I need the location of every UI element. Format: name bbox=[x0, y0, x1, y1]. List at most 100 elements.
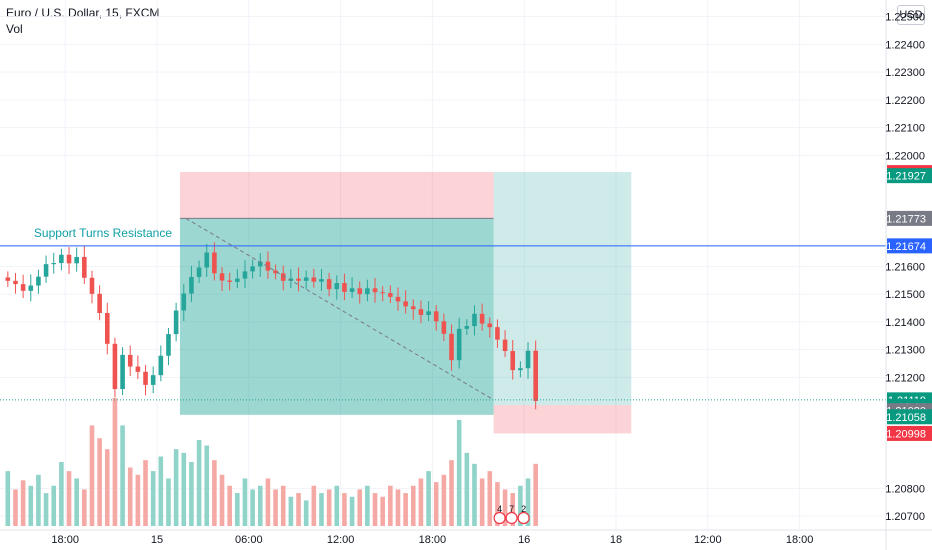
volume-bar bbox=[479, 478, 485, 526]
event-flag-count: 7 bbox=[509, 504, 514, 514]
price-badge-resistance-line bbox=[887, 238, 932, 254]
volume-bar bbox=[518, 485, 523, 526]
candle-body bbox=[59, 254, 64, 264]
price-tick-label: 1.21200 bbox=[885, 372, 925, 384]
volume-bar bbox=[510, 493, 516, 526]
candle-body bbox=[273, 270, 278, 274]
volume-bar bbox=[502, 489, 508, 526]
volume-bar bbox=[181, 452, 187, 526]
candle-body bbox=[518, 368, 523, 371]
price-tick-label: 1.20700 bbox=[885, 511, 925, 523]
candle-body bbox=[51, 263, 57, 265]
volume-bar bbox=[43, 493, 49, 526]
volume-bar bbox=[127, 467, 133, 526]
volume-bar bbox=[257, 485, 263, 526]
candle-body bbox=[181, 293, 187, 311]
candle-body bbox=[426, 311, 431, 315]
candle-body bbox=[189, 276, 194, 294]
volume-bar bbox=[189, 462, 194, 526]
price-tick-label: 1.22100 bbox=[885, 123, 925, 135]
candle-body bbox=[495, 327, 500, 340]
candle-body bbox=[82, 256, 87, 278]
volume-bar bbox=[403, 493, 408, 526]
volume-bar bbox=[525, 478, 531, 526]
volume-bar bbox=[173, 449, 179, 526]
volume-bar bbox=[28, 485, 34, 526]
candle-body bbox=[464, 326, 470, 329]
price-tick-label: 1.21600 bbox=[885, 261, 925, 273]
candle-body bbox=[227, 280, 232, 282]
volume-bar bbox=[326, 489, 332, 526]
candle-body bbox=[150, 375, 156, 385]
candle-body bbox=[441, 321, 447, 334]
time-tick-label: 18:00 bbox=[419, 534, 447, 546]
volume-bar bbox=[166, 478, 171, 526]
candle-body bbox=[533, 350, 538, 401]
volume-bar bbox=[464, 452, 470, 526]
candle-body bbox=[334, 283, 340, 290]
candle-body bbox=[372, 288, 378, 293]
volume-bar bbox=[66, 471, 72, 526]
candle-body bbox=[433, 311, 439, 322]
price-badge-label: 1.21927 bbox=[886, 171, 926, 183]
candles bbox=[5, 242, 538, 410]
volume-bars bbox=[5, 398, 538, 526]
price-tick-label: 1.20800 bbox=[885, 483, 925, 495]
price-tick-label: 1.22200 bbox=[885, 95, 925, 107]
candle-body bbox=[342, 283, 347, 292]
candle-body bbox=[250, 266, 255, 272]
volume-bar bbox=[51, 485, 57, 526]
candle-body bbox=[13, 280, 18, 285]
price-badge-label: 1.20998 bbox=[886, 428, 926, 440]
volume-bar bbox=[441, 474, 447, 526]
candle-body bbox=[104, 313, 110, 344]
stop-loss-zone bbox=[179, 172, 494, 219]
volume-bar bbox=[74, 478, 79, 526]
volume-indicator-label[interactable]: Vol bbox=[6, 22, 23, 36]
price-tick-label: 1.22000 bbox=[885, 150, 925, 162]
candle-body bbox=[242, 271, 248, 279]
loss-zone-projected bbox=[493, 405, 632, 434]
volume-bar bbox=[5, 471, 11, 526]
time-tick-label: 15 bbox=[151, 534, 163, 546]
candle-body bbox=[74, 256, 79, 264]
candle-body bbox=[487, 323, 493, 328]
volume-bar bbox=[288, 496, 294, 526]
candle-body bbox=[158, 355, 164, 376]
candle-body bbox=[349, 288, 355, 292]
candle-body bbox=[479, 313, 485, 324]
event-flag-icon bbox=[517, 511, 530, 525]
volume-bar bbox=[120, 425, 125, 526]
candle-body bbox=[319, 279, 324, 282]
candle-body bbox=[326, 279, 332, 290]
volume-bar bbox=[235, 493, 240, 526]
candle-body bbox=[418, 309, 424, 315]
event-flag-icon bbox=[505, 511, 518, 525]
time-tick-label: 12:00 bbox=[327, 534, 355, 546]
volume-bar bbox=[112, 398, 118, 526]
volume-bar bbox=[150, 471, 156, 526]
candle-body bbox=[173, 310, 179, 335]
volume-bar bbox=[227, 485, 232, 526]
volume-bar bbox=[158, 456, 164, 526]
candle-body bbox=[5, 277, 11, 281]
volume-bar bbox=[196, 440, 202, 526]
candle-body bbox=[36, 276, 41, 286]
volume-bar bbox=[410, 485, 416, 526]
currency-button[interactable]: USD bbox=[897, 5, 925, 25]
volume-bar bbox=[250, 489, 255, 526]
volume-bar bbox=[143, 460, 148, 526]
price-tick-label: 1.21400 bbox=[885, 317, 925, 329]
volume-bar bbox=[212, 460, 217, 526]
volume-bar bbox=[303, 500, 309, 526]
volume-bar bbox=[533, 463, 538, 526]
volume-bar bbox=[349, 496, 355, 526]
volume-bar bbox=[204, 445, 210, 526]
price-badge-profit-level bbox=[887, 409, 932, 425]
trend-dashed-line bbox=[185, 217, 494, 401]
price-badge-entry bbox=[887, 210, 932, 226]
candle-body bbox=[525, 350, 531, 369]
volume-bar bbox=[97, 438, 102, 526]
volume-bar bbox=[13, 489, 18, 526]
